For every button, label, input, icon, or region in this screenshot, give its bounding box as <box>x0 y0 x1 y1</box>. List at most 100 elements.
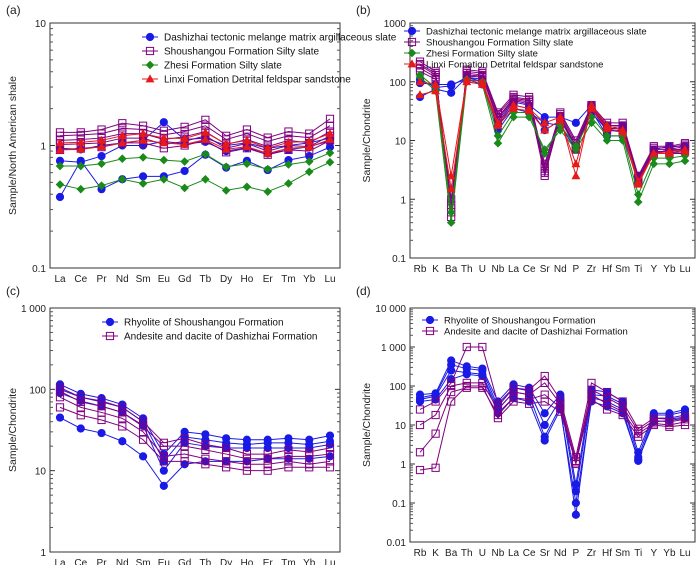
y-axis-label: Sample/Chondrite <box>361 98 373 182</box>
legend-marker <box>425 315 435 325</box>
data-point <box>664 148 674 157</box>
data-point <box>447 397 456 406</box>
data-point <box>509 387 518 397</box>
data-point <box>304 142 314 151</box>
x-tick-label: Th <box>461 264 473 275</box>
data-point <box>325 443 335 453</box>
data-point <box>524 112 534 122</box>
data-point <box>633 179 643 188</box>
data-point <box>587 385 596 394</box>
data-point <box>431 397 440 406</box>
legend-marker <box>407 59 417 68</box>
data-point <box>200 134 210 143</box>
x-tick-label: P <box>573 264 580 275</box>
legend-marker <box>145 32 155 42</box>
data-point <box>571 159 581 168</box>
x-tick-label: Pr <box>97 558 108 565</box>
legend-marker <box>145 46 155 56</box>
data-point <box>118 403 127 412</box>
data-point <box>665 159 674 169</box>
data-point <box>415 420 425 430</box>
data-point <box>76 424 85 433</box>
data-point <box>242 466 252 475</box>
data-point <box>618 397 627 406</box>
x-tick-label: Tm <box>281 274 295 285</box>
x-tick-label: Ho <box>241 274 254 285</box>
x-tick-label: Sm <box>136 558 151 565</box>
data-point <box>97 415 106 425</box>
data-point <box>221 186 231 195</box>
data-point <box>587 395 596 404</box>
x-tick-label: Y <box>650 264 657 275</box>
data-point <box>602 399 612 408</box>
x-tick-label: Pr <box>97 274 108 285</box>
data-point <box>524 106 534 115</box>
data-point <box>634 432 643 441</box>
x-tick-label: Tb <box>200 558 212 565</box>
data-point <box>649 148 659 157</box>
data-point <box>305 452 314 461</box>
data-point <box>55 145 65 154</box>
data-point <box>242 460 252 469</box>
data-point <box>462 370 471 379</box>
x-tick-label: Er <box>263 274 274 285</box>
data-point <box>118 437 127 446</box>
y-axis-label: Sample/Chondrite <box>7 388 19 472</box>
data-point <box>525 395 534 404</box>
data-point <box>118 174 127 184</box>
x-tick-label: Nd <box>116 274 129 285</box>
x-tick-label: K <box>432 264 439 275</box>
data-point <box>571 510 580 519</box>
legend-entry-text: Rhyolite of Shoushangou Formation <box>444 316 596 327</box>
data-point <box>446 218 456 227</box>
data-point <box>525 399 534 408</box>
x-tick-label: Yb <box>303 274 316 285</box>
data-point <box>201 174 210 184</box>
data-point <box>201 454 210 463</box>
data-point <box>138 427 148 436</box>
legend-entry-text: Shoushangou Formation Silty slate <box>164 47 320 58</box>
data-point <box>509 397 518 406</box>
x-tick-label: Zr <box>587 264 597 275</box>
data-point <box>415 465 425 475</box>
data-point <box>76 403 85 412</box>
data-point <box>431 429 440 438</box>
series-line <box>419 364 686 492</box>
data-point <box>618 127 628 136</box>
y-tick-label: 1000 <box>384 19 407 30</box>
x-tick-label: Tm <box>281 558 295 565</box>
data-point <box>446 207 456 217</box>
x-tick-label: Ce <box>74 558 87 565</box>
chart-panel-4: 0.01 0.1 1 10 100 1 000 10 000 Rb K Ba Th U Nb La Ce Sr… <box>361 304 696 559</box>
data-point <box>447 195 456 204</box>
x-tick-label: Yb <box>303 558 316 565</box>
legend-entry-text: Linxi Fomation Detrital feldspar sandsto… <box>164 75 351 86</box>
data-point <box>571 498 580 508</box>
data-point <box>540 149 550 158</box>
legend-entry-text: Dashizhai tectonic melange matrix argill… <box>426 27 647 38</box>
data-point <box>138 172 148 181</box>
data-point <box>540 409 549 418</box>
data-point <box>462 77 472 86</box>
x-tick-label: La <box>54 558 66 565</box>
data-point <box>180 157 189 166</box>
data-point <box>525 390 534 399</box>
x-tick-label: Rb <box>414 548 427 559</box>
data-point <box>284 463 293 472</box>
data-point <box>55 388 65 398</box>
data-point <box>618 402 627 411</box>
data-point <box>222 443 231 453</box>
legend-entry-text: Zhesi Formation Silty slate <box>426 49 538 60</box>
data-point <box>571 141 581 151</box>
data-point <box>602 123 612 132</box>
data-point <box>305 463 314 472</box>
y-axis-label: Sample/Chondrite <box>361 383 373 467</box>
x-tick-label: Lu <box>324 558 335 565</box>
x-tick-label: Sr <box>540 264 551 275</box>
data-point <box>649 420 658 430</box>
data-point <box>221 162 231 172</box>
data-point <box>415 405 425 414</box>
legend-marker <box>105 331 115 341</box>
data-point <box>201 440 210 449</box>
